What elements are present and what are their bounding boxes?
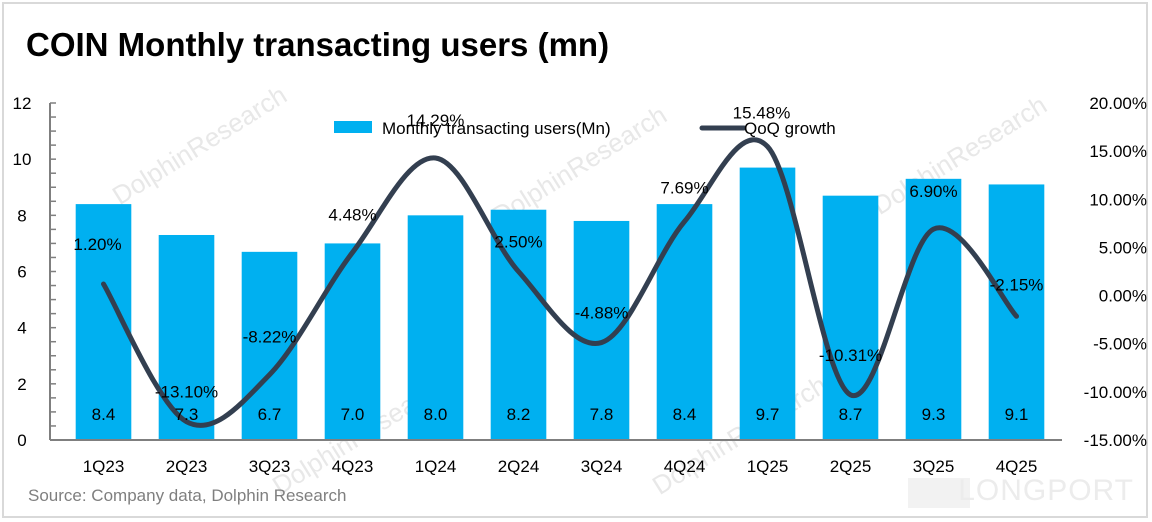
x-tick-label: 1Q24 <box>415 457 457 476</box>
y-tick-label: 6 <box>17 263 26 282</box>
x-tick-label: 2Q24 <box>498 457 540 476</box>
bar-value-label: 6.7 <box>258 405 282 424</box>
bar-value-label: 8.4 <box>673 405 697 424</box>
legend-swatch-bars <box>334 121 372 133</box>
x-tick-label: 2Q23 <box>166 457 208 476</box>
growth-value-label: -4.88% <box>575 304 629 323</box>
bar-value-label: 7.8 <box>590 405 614 424</box>
y2-tick-label: 15.00% <box>1089 142 1147 161</box>
brand-watermark: LONGPORT <box>958 474 1134 507</box>
bar-value-label: 7.3 <box>175 405 199 424</box>
y2-tick-label: 20.00% <box>1089 94 1147 113</box>
y2-tick-label: 10.00% <box>1089 190 1147 209</box>
growth-value-label: 7.69% <box>660 179 708 198</box>
bar-value-label: 8.4 <box>92 405 116 424</box>
bar-value-label: 7.0 <box>341 405 365 424</box>
axes: 0 2 4 6 8 10 12 1Q23 2Q23 3Q23 4Q23 1Q24 2Q24 3Q24 4Q2… <box>13 94 1147 476</box>
y-tick-label: 0 <box>17 431 26 450</box>
y-tick-label: 8 <box>17 206 26 225</box>
bar <box>822 195 879 440</box>
bar <box>407 215 464 440</box>
chart-title: COIN Monthly transacting users (mn) <box>26 26 610 63</box>
growth-value-label: 4.48% <box>328 205 376 224</box>
longport-logo-icon <box>908 478 970 508</box>
bar <box>739 167 796 440</box>
bar-value-label: 8.0 <box>424 405 448 424</box>
bar <box>988 184 1045 440</box>
x-tick-label: 2Q25 <box>830 457 872 476</box>
growth-value-label: 2.50% <box>494 233 542 252</box>
growth-value-label: 6.90% <box>909 182 957 201</box>
bar-series <box>75 167 1045 440</box>
growth-value-label: -13.10% <box>155 383 218 402</box>
y2-tick-label: 0.00% <box>1099 287 1147 306</box>
line-series <box>101 137 1019 428</box>
bar <box>241 251 298 440</box>
x-tick-label: 3Q25 <box>913 457 955 476</box>
growth-value-label: -10.31% <box>819 346 882 365</box>
x-tick-label: 1Q23 <box>83 457 125 476</box>
y-tick-label: 4 <box>17 319 26 338</box>
bar-value-label: 9.3 <box>922 405 946 424</box>
bar-value-label: 8.2 <box>507 405 531 424</box>
growth-value-label: -2.15% <box>990 275 1044 294</box>
y-tick-label: 10 <box>13 150 32 169</box>
x-tick-label: 3Q23 <box>249 457 291 476</box>
bar-value-label: 8.7 <box>839 405 863 424</box>
x-tick-label: 1Q25 <box>747 457 789 476</box>
y2-tick-label: -15.00% <box>1084 431 1147 450</box>
bar <box>905 178 962 440</box>
growth-value-label: -8.22% <box>243 328 297 347</box>
y2-tick-label: -5.00% <box>1093 335 1147 354</box>
growth-value-label: 1.20% <box>73 235 121 254</box>
x-tick-label: 4Q24 <box>664 457 706 476</box>
y-tick-label: 2 <box>17 375 26 394</box>
y-tick-label: 12 <box>13 94 32 113</box>
bar <box>656 204 713 440</box>
growth-value-label: 14.29% <box>407 111 465 130</box>
growth-value-label: 15.48% <box>733 104 791 123</box>
bar-value-label: 9.7 <box>756 405 780 424</box>
x-tick-label: 4Q23 <box>332 457 374 476</box>
growth-line <box>101 137 1019 428</box>
x-tick-label: 4Q25 <box>996 457 1038 476</box>
y2-tick-label: -10.00% <box>1084 383 1147 402</box>
legend: Monthly transacting users(Mn) QoQ growth <box>334 119 836 138</box>
legend-label-line: QoQ growth <box>744 119 836 138</box>
bar-value-label: 9.1 <box>1005 405 1029 424</box>
x-tick-label: 3Q24 <box>581 457 623 476</box>
legend-label-bars: Monthly transacting users(Mn) <box>382 119 611 138</box>
source-note: Source: Company data, Dolphin Research <box>28 486 347 505</box>
data-labels: 8.4 7.3 6.7 7.0 8.0 8.2 7.8 8.4 9.7 8.7 9.3 9.1 1.20… <box>73 104 1043 424</box>
y2-tick-label: 5.00% <box>1099 238 1147 257</box>
